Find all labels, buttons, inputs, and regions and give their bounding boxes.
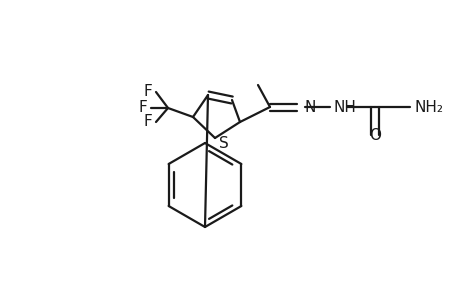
Text: F: F <box>143 85 152 100</box>
Text: S: S <box>218 136 228 151</box>
Text: O: O <box>368 128 380 143</box>
Text: F: F <box>138 100 147 116</box>
Text: NH₂: NH₂ <box>414 100 443 115</box>
Text: N: N <box>304 100 316 115</box>
Text: NH: NH <box>333 100 356 115</box>
Text: F: F <box>143 115 152 130</box>
